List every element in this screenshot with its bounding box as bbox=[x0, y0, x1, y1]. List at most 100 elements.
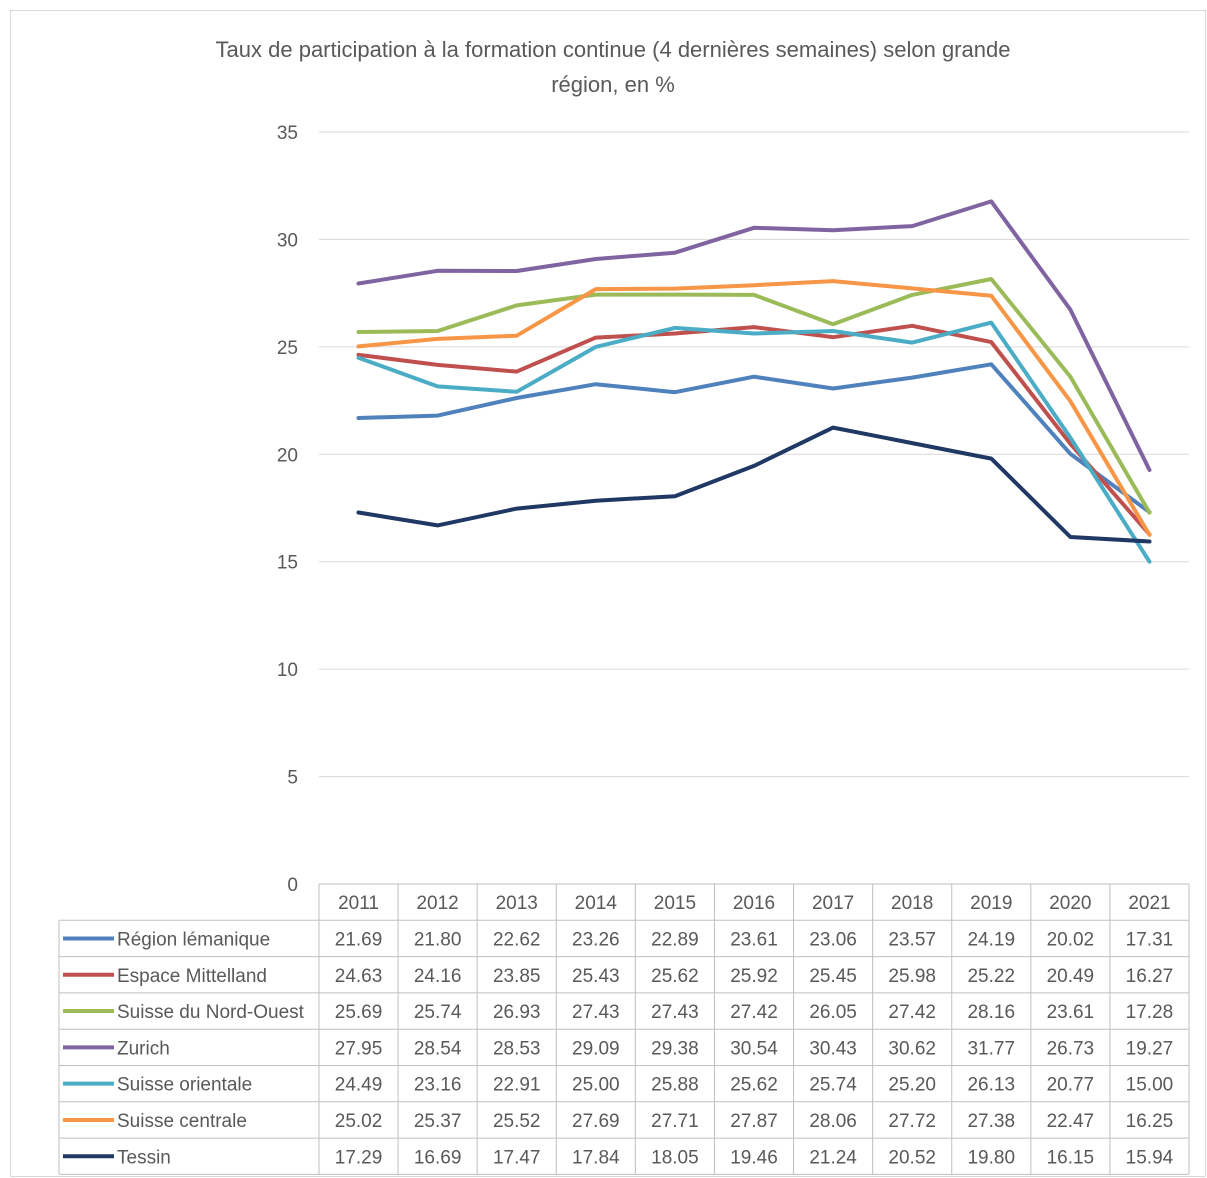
data-label: 31.77 bbox=[967, 1038, 1015, 1059]
data-label: 23.61 bbox=[1047, 1002, 1095, 1023]
data-label: 27.95 bbox=[335, 1038, 383, 1059]
data-label: 25.52 bbox=[493, 1111, 541, 1132]
data-label: 22.89 bbox=[651, 929, 699, 950]
x-tick-label: 2018 bbox=[891, 893, 933, 914]
data-label: 21.24 bbox=[809, 1147, 857, 1168]
data-label: 23.57 bbox=[888, 929, 936, 950]
y-tick-label: 30 bbox=[277, 230, 298, 251]
chart-title-line-1: Taux de participation à la formation con… bbox=[216, 37, 1011, 62]
series-line bbox=[356, 199, 1152, 472]
data-label: 25.37 bbox=[414, 1111, 462, 1132]
data-label: 25.45 bbox=[809, 966, 857, 987]
data-label: 25.74 bbox=[414, 1002, 462, 1023]
data-label: 25.43 bbox=[572, 966, 620, 987]
legend-entry: Suisse orientale bbox=[117, 1075, 252, 1096]
data-label: 15.94 bbox=[1126, 1147, 1174, 1168]
data-label: 25.22 bbox=[967, 966, 1015, 987]
data-label: 23.85 bbox=[493, 966, 541, 987]
x-tick-label: 2019 bbox=[970, 893, 1012, 914]
data-label: 27.69 bbox=[572, 1111, 620, 1132]
data-label: 26.05 bbox=[809, 1002, 857, 1023]
data-label: 16.15 bbox=[1047, 1147, 1095, 1168]
data-label: 24.16 bbox=[414, 966, 462, 987]
data-label: 24.19 bbox=[967, 929, 1015, 950]
data-label: 27.42 bbox=[730, 1002, 778, 1023]
data-label: 22.62 bbox=[493, 929, 541, 950]
legend-entry: Tessin bbox=[117, 1147, 171, 1168]
chart-area bbox=[10, 10, 1206, 1177]
data-label: 16.69 bbox=[414, 1147, 462, 1168]
series-line bbox=[356, 323, 1152, 537]
data-label: 26.73 bbox=[1047, 1038, 1095, 1059]
y-tick-label: 5 bbox=[287, 768, 298, 789]
data-label: 23.16 bbox=[414, 1075, 462, 1096]
data-label: 29.09 bbox=[572, 1038, 620, 1059]
data-label: 25.00 bbox=[572, 1075, 620, 1096]
data-label: 28.16 bbox=[967, 1002, 1015, 1023]
legend-entry: Région lémanique bbox=[117, 929, 270, 950]
data-label: 25.20 bbox=[888, 1075, 936, 1096]
y-tick-label: 25 bbox=[277, 338, 298, 359]
data-label: 17.31 bbox=[1126, 929, 1174, 950]
data-label: 30.54 bbox=[730, 1038, 778, 1059]
data-label: 22.91 bbox=[493, 1075, 541, 1096]
data-label: 28.06 bbox=[809, 1111, 857, 1132]
data-label: 25.98 bbox=[888, 966, 936, 987]
legend-entry: Suisse centrale bbox=[117, 1111, 247, 1132]
data-label: 29.38 bbox=[651, 1038, 699, 1059]
data-label: 26.93 bbox=[493, 1002, 541, 1023]
data-label: 30.62 bbox=[888, 1038, 936, 1059]
x-tick-label: 2021 bbox=[1128, 893, 1170, 914]
data-label: 17.47 bbox=[493, 1147, 541, 1168]
data-label: 27.87 bbox=[730, 1111, 778, 1132]
data-label: 20.02 bbox=[1047, 929, 1095, 950]
y-axis-tick-labels: 0 5 10 15 20 25 30 35 bbox=[277, 123, 298, 896]
data-label: 25.02 bbox=[335, 1111, 383, 1132]
data-label: 19.46 bbox=[730, 1147, 778, 1168]
data-label: 23.61 bbox=[730, 929, 778, 950]
x-tick-label: 2011 bbox=[338, 893, 379, 914]
series-line bbox=[356, 320, 1152, 564]
data-label: 17.28 bbox=[1126, 1002, 1174, 1023]
data-label: 16.25 bbox=[1126, 1111, 1174, 1132]
series-line bbox=[356, 425, 1152, 544]
data-label: 20.49 bbox=[1047, 966, 1095, 987]
data-label: 26.13 bbox=[967, 1075, 1015, 1096]
data-label: 20.77 bbox=[1047, 1075, 1095, 1096]
data-label: 25.88 bbox=[651, 1075, 699, 1096]
data-label: 25.62 bbox=[651, 966, 699, 987]
data-label: 25.69 bbox=[335, 1002, 383, 1023]
y-tick-label: 0 bbox=[287, 875, 298, 896]
series-line bbox=[356, 362, 1152, 515]
data-label: 23.06 bbox=[809, 929, 857, 950]
series-line bbox=[356, 277, 1152, 515]
x-tick-label: 2012 bbox=[416, 893, 458, 914]
legend-entry: Suisse du Nord-Ouest bbox=[117, 1002, 305, 1023]
y-tick-label: 20 bbox=[277, 445, 298, 466]
chart-title-line-2: région, en % bbox=[551, 72, 675, 97]
data-label: 17.84 bbox=[572, 1147, 620, 1168]
legend-entry: Espace Mittelland bbox=[117, 966, 267, 987]
data-label: 25.92 bbox=[730, 966, 778, 987]
chart-title: Taux de participation à la formation con… bbox=[216, 37, 1011, 97]
y-tick-label: 10 bbox=[277, 660, 298, 681]
data-label: 27.71 bbox=[651, 1111, 699, 1132]
data-label: 19.27 bbox=[1126, 1038, 1174, 1059]
x-tick-label: 2013 bbox=[496, 893, 538, 914]
data-label: 20.52 bbox=[888, 1147, 936, 1168]
data-label: 23.26 bbox=[572, 929, 620, 950]
data-label: 28.54 bbox=[414, 1038, 462, 1059]
data-label: 27.43 bbox=[572, 1002, 620, 1023]
data-label: 27.72 bbox=[888, 1111, 936, 1132]
data-label: 16.27 bbox=[1126, 966, 1174, 987]
x-tick-label: 2015 bbox=[654, 893, 696, 914]
data-label: 21.69 bbox=[335, 929, 383, 950]
data-label: 21.80 bbox=[414, 929, 462, 950]
data-label: 18.05 bbox=[651, 1147, 699, 1168]
series-lines bbox=[356, 199, 1152, 564]
data-label: 27.42 bbox=[888, 1002, 936, 1023]
y-tick-label: 35 bbox=[277, 123, 298, 144]
data-label: 24.49 bbox=[335, 1075, 383, 1096]
data-label: 25.74 bbox=[809, 1075, 857, 1096]
